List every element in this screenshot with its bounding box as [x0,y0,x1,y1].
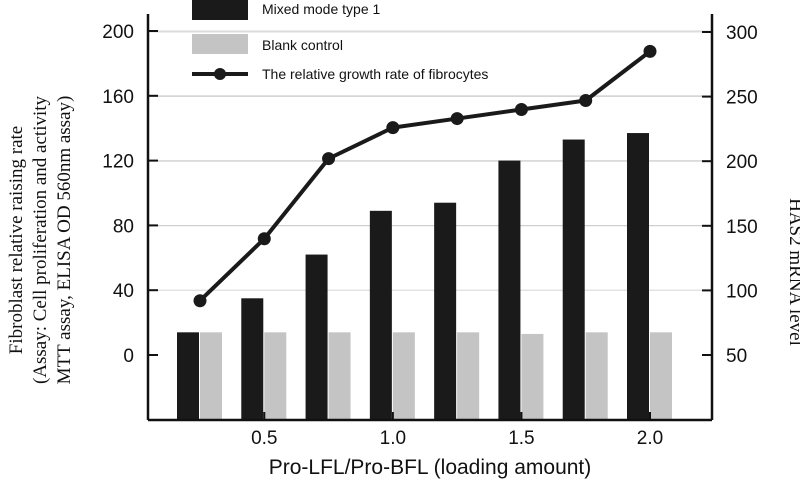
x-tick-label: 1.5 [508,428,534,449]
legend-label-mixed-mode: Mixed mode type 1 [262,1,380,17]
x-tick-label: 0.5 [251,428,277,449]
right-tick-label: 250 [726,88,758,109]
legend-label-growth: The relative growth rate of fibrocytes [262,66,488,82]
growth-rate-polyline [198,49,652,303]
bar-mixed-mode [241,298,264,420]
bar-mixed-mode [626,133,649,420]
left-tick-label: 0 [123,346,134,367]
growth-rate-point [193,294,207,308]
growth-rate-line [193,44,657,308]
bar-mixed-mode [434,202,457,420]
growth-rate-point [257,232,271,246]
left-tick-label: 80 [113,216,134,237]
growth-rate-point [450,112,464,126]
right-tick-label: 150 [726,217,758,238]
bar-blank-control [264,332,287,420]
x-axis-title: Pro-LFL/Pro-BFL (loading amount) [269,456,592,479]
bar-mixed-mode [498,160,521,420]
growth-rate-point [514,103,528,117]
bar-mixed-mode [369,210,392,420]
right-axis-title: HAS2 mRNA level [785,198,800,346]
x-tick-label: 1.0 [380,428,406,449]
bar-mixed-mode [177,332,199,420]
x-tick-label: 2.0 [637,428,663,449]
right-tick-label: 100 [726,281,758,302]
legend-swatch-blank-control [192,34,248,54]
bar-blank-control [649,332,672,420]
bars [177,133,672,421]
left-axis-title-line: (Assay: Cell proliferation and activity [30,95,51,384]
left-tick-label: 40 [113,281,134,302]
bar-blank-control [200,332,222,420]
right-tick-label: 300 [726,23,758,44]
gridlines [148,30,712,291]
legend-label-blank-control: Blank control [262,37,343,53]
left-tick-label: 120 [102,152,134,173]
legend-swatch-mixed-mode [192,0,248,20]
growth-rate-point [386,121,400,135]
bar-blank-control [521,333,544,420]
bar-blank-control [392,332,415,420]
bar-mixed-mode [562,139,585,421]
left-axis-title-line: Fibroblast relative raising rate [6,126,27,354]
bar-blank-control [328,332,351,420]
right-tick-label: 50 [726,346,747,367]
left-axis-title-line: MTT assay, ELISA OD 560nm assay) [54,96,75,385]
axes: 0 40 80 120 160 200 50 100 150 200 250 300 0.5 1.0 1.5… [102,14,758,449]
growth-rate-point [322,152,336,166]
bar-blank-control [585,332,608,420]
bar-blank-control [457,332,480,420]
axis-labels: Fibroblast relative raising rate (Assay: … [6,95,800,479]
right-tick-label: 200 [726,152,758,173]
bar-mixed-mode [305,254,328,420]
left-tick-label: 160 [102,87,134,108]
growth-rate-point [579,93,593,107]
growth-rate-point [643,44,657,58]
left-tick-label: 200 [102,22,134,43]
legend-marker-growth [214,68,226,80]
legend: Mixed mode type 1 Blank control The relati… [192,0,488,82]
